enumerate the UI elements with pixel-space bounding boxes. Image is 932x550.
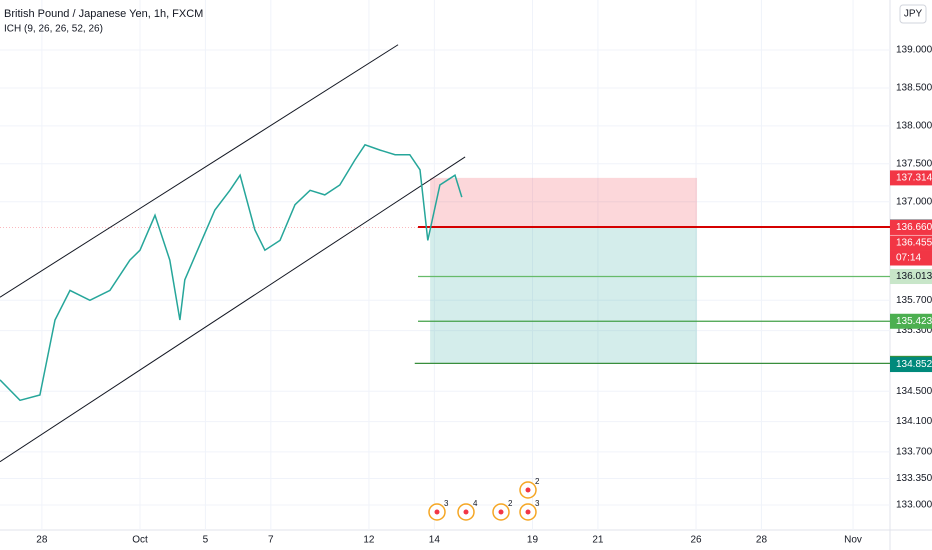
price-label-bg xyxy=(890,170,932,186)
price-label: 135.423 xyxy=(896,316,932,327)
x-tick-label: 28 xyxy=(36,535,48,546)
y-tick-label: 138.500 xyxy=(896,83,932,94)
currency-badge[interactable] xyxy=(899,4,927,24)
event-count: 3 xyxy=(444,499,449,508)
x-tick-label: 28 xyxy=(756,535,768,546)
y-tick-label: 138.000 xyxy=(896,121,932,132)
price-line xyxy=(0,143,463,402)
plot xyxy=(0,0,890,530)
x-tick-label: 26 xyxy=(690,535,702,546)
y-tick-label: 133.350 xyxy=(896,473,932,484)
countdown-label: 07:14 xyxy=(896,253,921,264)
y-tick-label: 135.700 xyxy=(896,295,932,306)
y-tick-label: 133.000 xyxy=(896,500,932,511)
event-dot xyxy=(525,487,531,493)
indicator-label: ICH (9, 26, 26, 52, 26) xyxy=(4,24,103,35)
y-tick-label: 135.300 xyxy=(896,325,932,336)
trend-channel-line xyxy=(0,44,399,298)
event-count: 3 xyxy=(535,499,540,508)
x-tick-label: Nov xyxy=(844,535,862,546)
trend-channel-line xyxy=(0,156,466,463)
price-label-bg xyxy=(890,313,932,329)
x-tick-label: 12 xyxy=(363,535,375,546)
event-count: 4 xyxy=(473,499,478,508)
stop-zone xyxy=(430,177,698,228)
target-zone xyxy=(430,227,698,364)
price-label: 137.314 xyxy=(896,173,932,184)
event-count: 2 xyxy=(535,477,540,486)
countdown-bg xyxy=(890,250,932,266)
event-count: 2 xyxy=(508,499,513,508)
price-label: 136.660 xyxy=(896,222,932,233)
x-tick-label: 5 xyxy=(203,535,209,546)
event-dot xyxy=(525,509,531,515)
price-label-bg xyxy=(890,357,932,373)
x-tick-label: 7 xyxy=(268,535,274,546)
price-label: 136.455 xyxy=(896,238,932,249)
x-tick-label: 19 xyxy=(527,535,539,546)
price-label: 134.852 xyxy=(896,359,932,370)
x-tick-label: 14 xyxy=(429,535,441,546)
x-tick-label: Oct xyxy=(132,535,148,546)
price-label-bg xyxy=(890,235,932,251)
event-dot xyxy=(434,509,440,515)
price-label-bg xyxy=(890,219,932,235)
x-tick-label: 21 xyxy=(592,535,604,546)
y-tick-label: 134.100 xyxy=(896,416,932,427)
price-label-bg xyxy=(890,269,932,285)
price-label: 136.013 xyxy=(896,271,932,282)
y-tick-label: 133.700 xyxy=(896,447,932,458)
y-tick-label: 137.500 xyxy=(896,158,932,169)
chart-title: British Pound / Japanese Yen, 1h, FXCM xyxy=(4,8,203,20)
y-tick-label: 137.000 xyxy=(896,196,932,207)
event-dot xyxy=(463,509,469,515)
currency-label[interactable]: JPY xyxy=(904,9,923,20)
y-tick-label: 139.000 xyxy=(896,45,932,56)
event-dot xyxy=(498,509,504,515)
y-tick-label: 134.500 xyxy=(896,386,932,397)
